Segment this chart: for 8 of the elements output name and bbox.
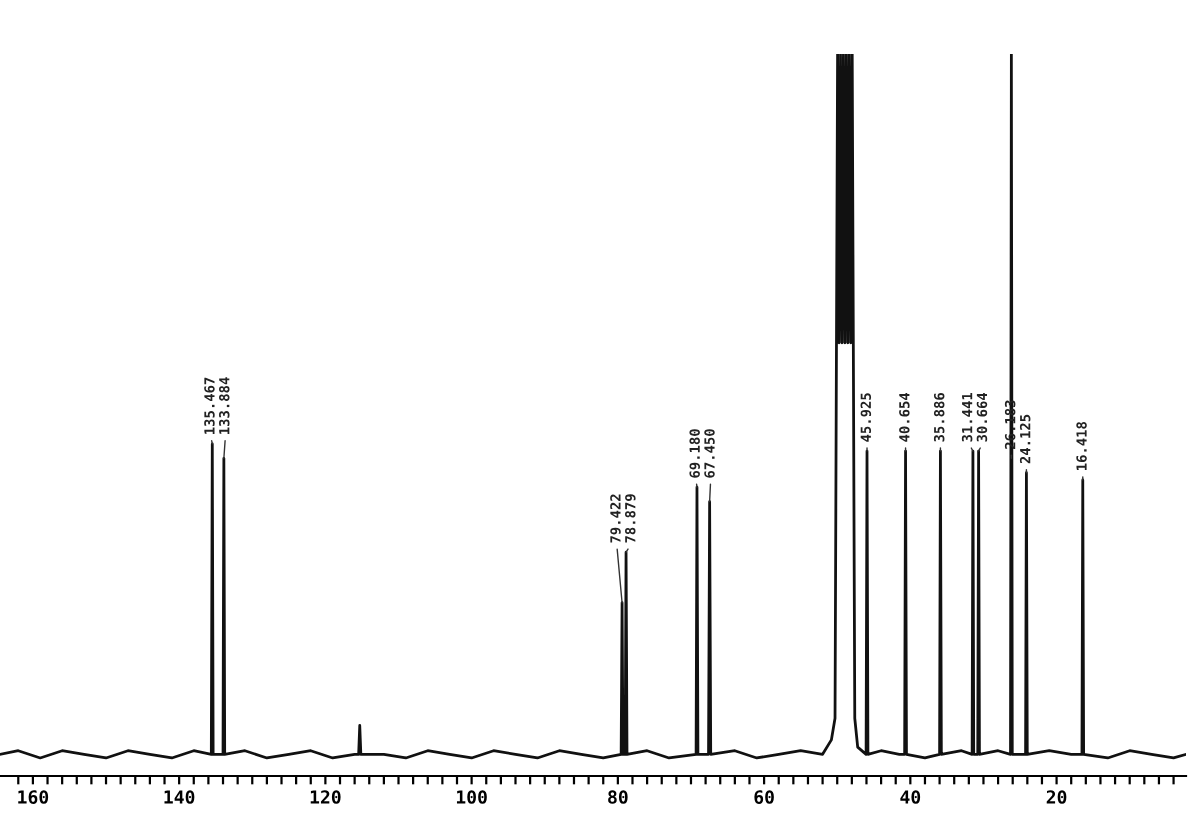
x-tick-label: 140: [164, 790, 195, 804]
x-tick-label: 20: [1046, 790, 1067, 804]
x-tick-label: 40: [900, 790, 921, 804]
x-tick-label: 60: [754, 790, 774, 804]
x-tick-label: 160: [18, 790, 49, 804]
x-tick-label: 120: [310, 790, 341, 804]
x-tick-label: 80: [608, 790, 628, 804]
x-tick-label: 100: [456, 790, 487, 804]
